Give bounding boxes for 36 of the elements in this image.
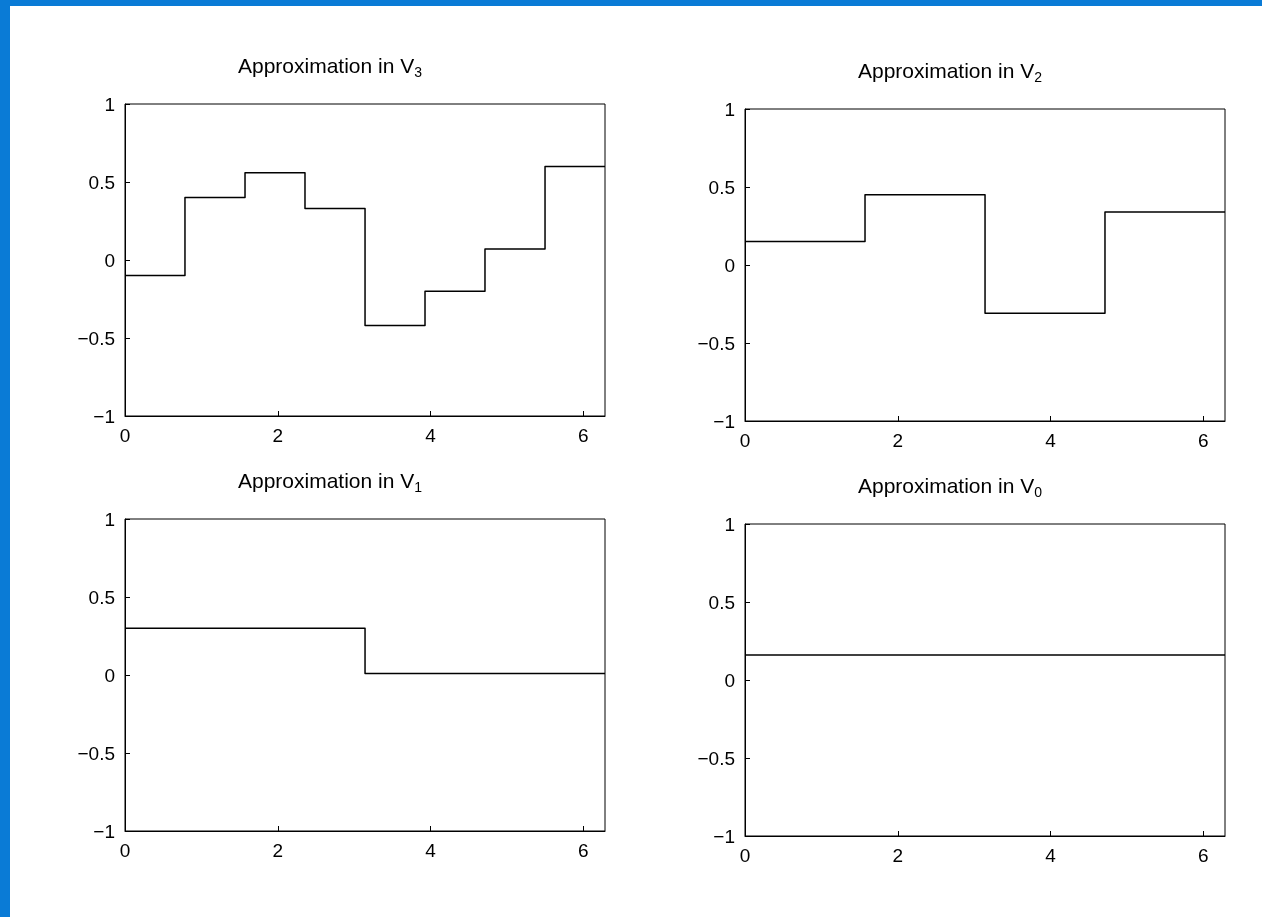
y-tick-label: −1 — [713, 410, 735, 432]
y-tick-label: 0.5 — [88, 586, 115, 608]
y-tick-label: 0 — [104, 664, 115, 686]
y-tick-label: 1 — [724, 513, 735, 535]
x-tick-label: 0 — [739, 430, 751, 451]
x-tick-label: 6 — [1198, 430, 1209, 451]
y-tick-label: 0.5 — [708, 591, 735, 613]
y-tick-label: 0.5 — [708, 176, 735, 198]
x-tick-label: 4 — [1045, 845, 1057, 866]
x-tick-label: 6 — [1198, 845, 1209, 866]
y-tick-label: −1 — [93, 405, 115, 427]
x-tick-label: 2 — [272, 425, 284, 446]
x-tick-label: 4 — [425, 425, 437, 446]
x-tick-label: 4 — [425, 840, 437, 861]
x-tick-label: 0 — [119, 425, 131, 446]
x-tick-label: 2 — [892, 845, 904, 866]
y-tick-label: 0 — [724, 669, 735, 691]
y-tick-label: −0.5 — [697, 747, 735, 769]
y-tick-label: 1 — [724, 98, 735, 120]
x-tick-label: 6 — [578, 425, 589, 446]
x-tick-label: 2 — [892, 430, 904, 451]
y-tick-label: −1 — [713, 825, 735, 847]
y-tick-label: −0.5 — [77, 327, 115, 349]
y-tick-label: −0.5 — [77, 742, 115, 764]
y-tick-label: 1 — [104, 508, 115, 530]
y-tick-label: −0.5 — [697, 332, 735, 354]
x-tick-label: 6 — [578, 840, 589, 861]
x-tick-label: 4 — [1045, 430, 1057, 451]
y-tick-label: 0 — [724, 254, 735, 276]
x-tick-label: 0 — [739, 845, 751, 866]
y-tick-label: 1 — [104, 93, 115, 115]
x-tick-label: 2 — [272, 840, 284, 861]
x-tick-label: 0 — [119, 840, 131, 861]
y-tick-label: 0 — [104, 249, 115, 271]
y-tick-label: 0.5 — [88, 171, 115, 193]
y-tick-label: −1 — [93, 820, 115, 842]
